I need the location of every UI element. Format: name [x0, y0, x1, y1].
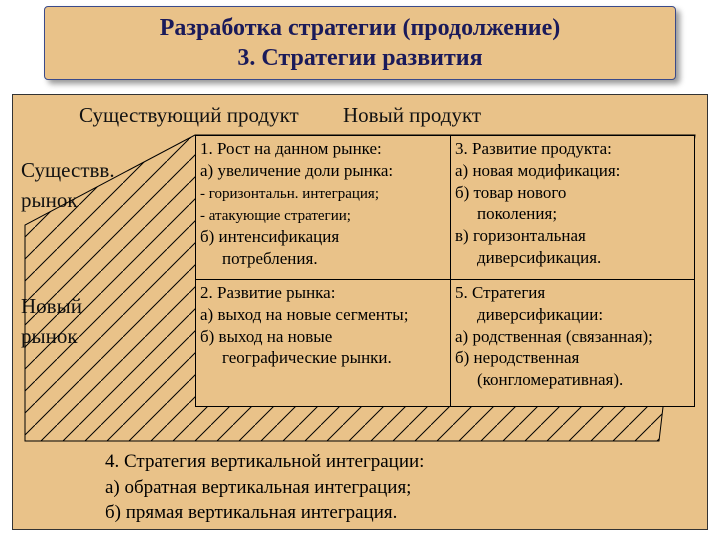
cell-q3: 3. Развитие продукта: а) новая модификац… — [451, 136, 695, 280]
title-line-1: Разработка стратегии (продолжение) — [160, 13, 561, 43]
title-line-2: 3. Стратегии развития — [237, 43, 482, 73]
cell-q2: 2. Развитие рынка: а) выход на новые сег… — [196, 280, 451, 407]
cell-q1: 1. Рост на данном рынке: а) увеличение д… — [196, 136, 451, 280]
cell-q5: 5. Стратегия диверсификации: а) родствен… — [451, 280, 695, 407]
ansoff-matrix: 1. Рост на данном рынке: а) увеличение д… — [195, 135, 695, 407]
strategy-4-block: 4. Стратегия вертикальной интеграции: а)… — [105, 449, 424, 526]
slide-title-box: Разработка стратегии (продолжение) 3. Ст… — [44, 6, 676, 80]
content-panel: Существующий продукт Новый продукт Сущес… — [12, 94, 708, 530]
